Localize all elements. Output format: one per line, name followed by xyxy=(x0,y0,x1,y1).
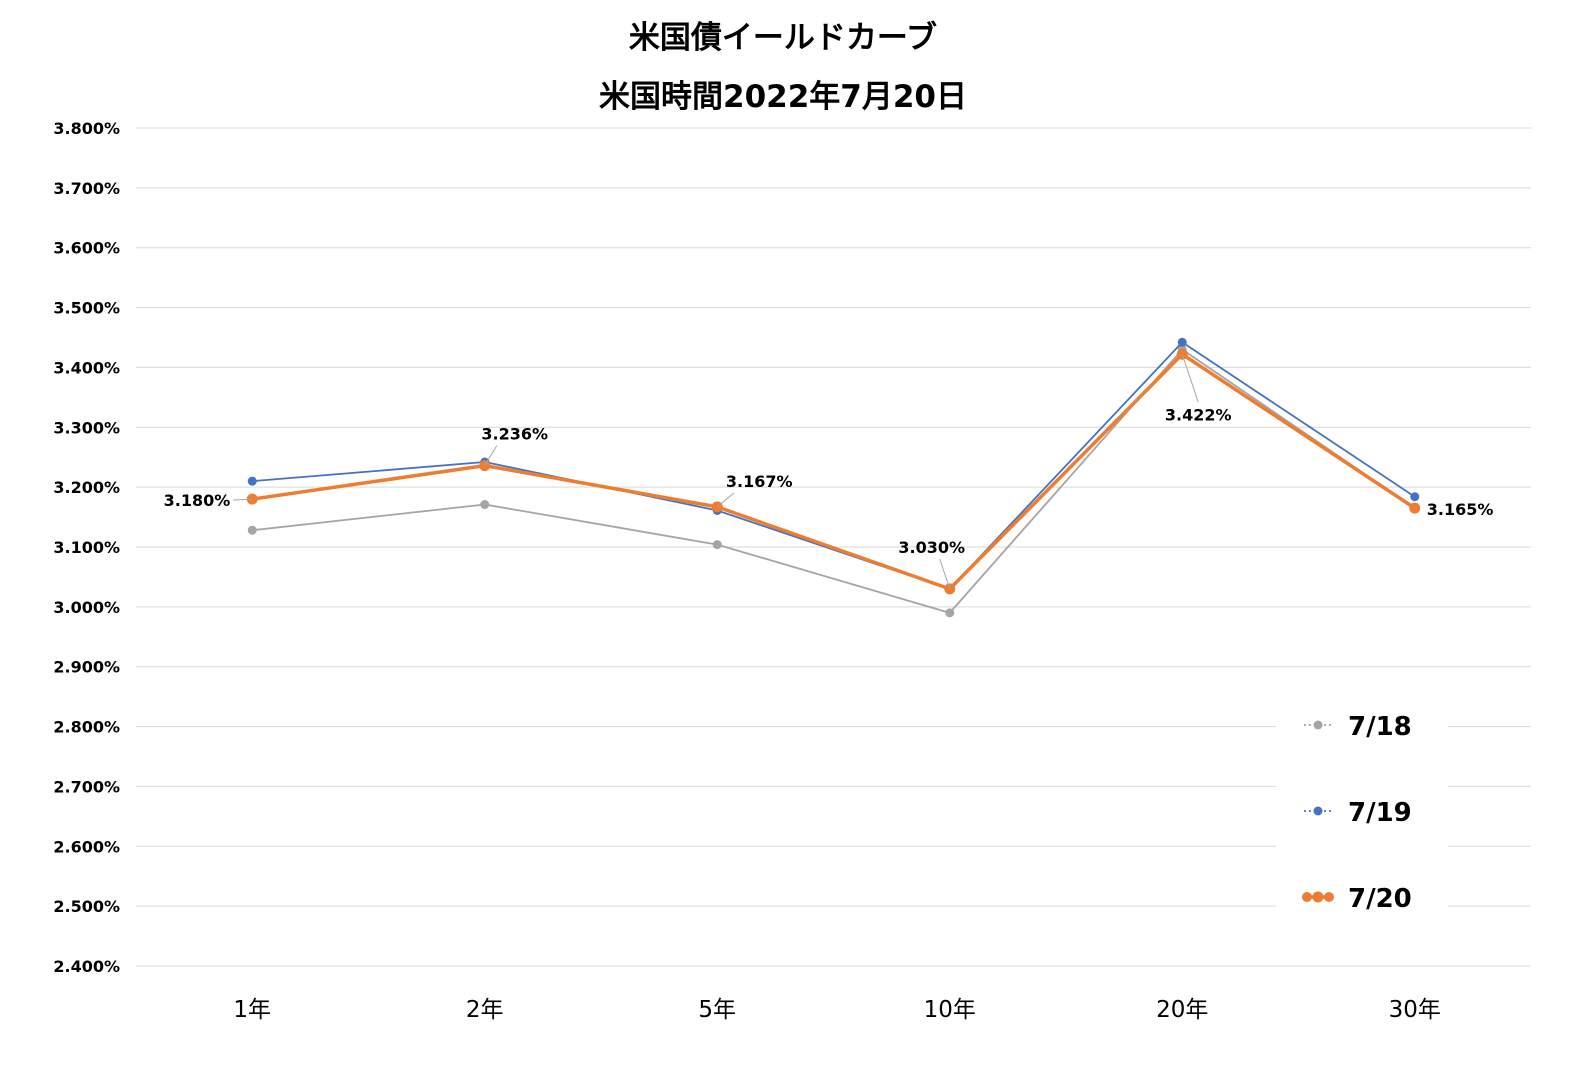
chart-title: 米国債イールドカーブ xyxy=(629,20,937,56)
data-label: 3.236% xyxy=(481,425,548,444)
series-point-7/20 xyxy=(1409,502,1421,514)
data-label: 3.165% xyxy=(1427,500,1494,519)
x-tick-label: 5年 xyxy=(698,997,736,1023)
x-tick-label: 1年 xyxy=(233,997,271,1023)
y-tick-label: 2.500% xyxy=(53,897,120,916)
y-tick-label: 3.100% xyxy=(53,538,120,557)
y-tick-label: 3.300% xyxy=(53,418,120,437)
y-tick-label: 3.800% xyxy=(53,119,120,138)
y-axis: 3.800% 3.700% 3.600% 3.500% 3.400% 3.300% 3.20… xyxy=(53,119,120,976)
y-tick-label: 2.900% xyxy=(53,658,120,677)
series-point-7/18 xyxy=(480,500,490,510)
x-tick-label: 30年 xyxy=(1389,997,1441,1023)
leader-line xyxy=(1181,354,1199,403)
data-label: 3.422% xyxy=(1165,405,1232,424)
series-point-7/19 xyxy=(247,476,257,486)
data-label: 3.167% xyxy=(726,472,793,491)
y-tick-label: 2.600% xyxy=(53,837,120,856)
x-tick-label: 2年 xyxy=(466,997,504,1023)
series-line-7/19 xyxy=(252,341,1416,590)
legend-label-7/18: 7/18 xyxy=(1348,712,1412,742)
leader-line xyxy=(716,492,735,508)
y-tick-label: 3.500% xyxy=(53,299,120,318)
series-line-7/18 xyxy=(252,348,1416,614)
series-point-7/19 xyxy=(1410,492,1420,502)
legend-swatch-marker xyxy=(1302,892,1312,902)
series-group xyxy=(246,337,1421,618)
x-axis: 1年 2年 5年 10年 20年 30年 xyxy=(233,997,1440,1023)
data-label: 3.030% xyxy=(898,538,965,557)
chart-subtitle: 米国時間2022年7月20日 xyxy=(599,79,967,115)
leader-line xyxy=(233,498,253,501)
y-tick-label: 2.800% xyxy=(53,718,120,737)
series-point-7/18 xyxy=(945,608,955,618)
series-line-7/20 xyxy=(252,352,1416,591)
y-tick-label: 3.000% xyxy=(53,598,120,617)
legend-swatch-marker xyxy=(1312,891,1324,903)
data-label: 3.180% xyxy=(164,491,231,510)
series-point-7/18 xyxy=(712,540,722,550)
x-tick-label: 20年 xyxy=(1156,997,1208,1023)
legend-swatch-marker xyxy=(1324,892,1334,902)
data-labels: 3.180% 3.236% 3.167% 3.030% 3.422% 3.165% xyxy=(164,354,1494,590)
y-tick-label: 2.700% xyxy=(53,777,120,796)
leader-line xyxy=(939,558,951,590)
legend-swatch-marker xyxy=(1313,720,1323,730)
legend-label-7/20: 7/20 xyxy=(1348,884,1412,914)
y-tick-label: 2.400% xyxy=(53,957,120,976)
y-tick-label: 3.200% xyxy=(53,478,120,497)
y-tick-label: 3.600% xyxy=(53,239,120,258)
y-tick-label: 3.700% xyxy=(53,179,120,198)
leader-line xyxy=(484,445,498,466)
legend-swatch-marker xyxy=(1313,806,1323,816)
legend-label-7/19: 7/19 xyxy=(1348,798,1412,828)
series-point-7/18 xyxy=(247,525,257,535)
series-point-7/19 xyxy=(1177,337,1187,347)
x-tick-label: 10年 xyxy=(924,997,976,1023)
legend: 7/18 7/19 7/20 xyxy=(1276,690,1448,920)
legend-box xyxy=(1276,690,1448,920)
y-tick-label: 3.400% xyxy=(53,358,120,377)
